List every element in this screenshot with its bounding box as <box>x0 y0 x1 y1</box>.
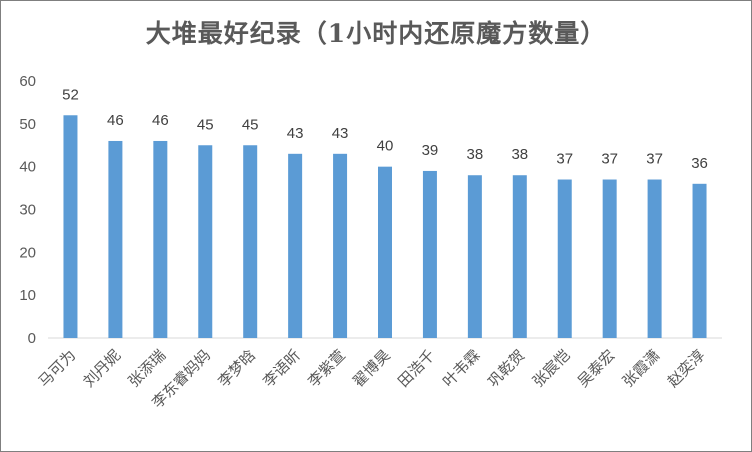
bar <box>647 179 662 338</box>
y-tick-label: 50 <box>19 116 36 133</box>
bar <box>243 145 258 338</box>
x-tick-label: 张宸恺 <box>529 346 574 391</box>
x-tick-label: 李语昕 <box>259 346 304 391</box>
bar <box>378 166 392 338</box>
bar <box>602 179 617 338</box>
x-tick-label: 叶韦霖 <box>439 346 484 391</box>
bar <box>288 153 303 338</box>
x-tick-label: 张霞潇 <box>619 346 664 391</box>
x-tick-label: 李紫萱 <box>304 346 349 391</box>
data-label: 43 <box>332 125 349 142</box>
x-tick-label: 李梦晗 <box>214 346 259 391</box>
bar <box>422 170 437 338</box>
data-label: 39 <box>422 142 439 159</box>
data-label: 46 <box>152 112 169 129</box>
data-label: 37 <box>556 151 573 168</box>
x-tick-label: 翟博昊 <box>349 346 394 391</box>
y-tick-label: 10 <box>19 287 36 304</box>
bar <box>512 175 527 338</box>
x-tick-label: 田浩千 <box>394 346 439 391</box>
data-label: 37 <box>646 151 663 168</box>
x-tick-label: 刘丹妮 <box>80 346 125 391</box>
data-label: 45 <box>242 116 259 133</box>
data-label: 38 <box>467 146 484 163</box>
bar <box>198 145 213 338</box>
data-label: 46 <box>107 112 124 129</box>
x-tick-label: 巩乾贺 <box>484 346 529 391</box>
x-tick-label: 赵奕淳 <box>664 346 709 391</box>
bar <box>63 115 78 339</box>
x-tick-label: 马可为 <box>35 346 80 391</box>
y-tick-label: 30 <box>19 202 36 219</box>
chart-title: 大堆最好纪录（1小时内还原魔方数量） <box>145 19 607 48</box>
data-label: 43 <box>287 125 304 142</box>
bar <box>333 153 348 338</box>
y-tick-label: 60 <box>19 73 36 90</box>
data-label: 52 <box>62 86 79 103</box>
y-tick-label: 40 <box>19 159 36 176</box>
bar <box>692 183 707 338</box>
data-label: 36 <box>691 155 708 172</box>
data-label: 37 <box>601 151 618 168</box>
bar <box>108 140 123 338</box>
data-label: 45 <box>197 116 214 133</box>
bar <box>557 179 572 338</box>
data-label: 38 <box>511 146 528 163</box>
bar <box>467 175 482 338</box>
data-label: 40 <box>377 138 394 155</box>
bar <box>153 140 168 338</box>
y-tick-label: 0 <box>28 330 36 347</box>
x-tick-label: 吴泰宏 <box>574 346 619 391</box>
y-tick-label: 20 <box>19 244 36 261</box>
